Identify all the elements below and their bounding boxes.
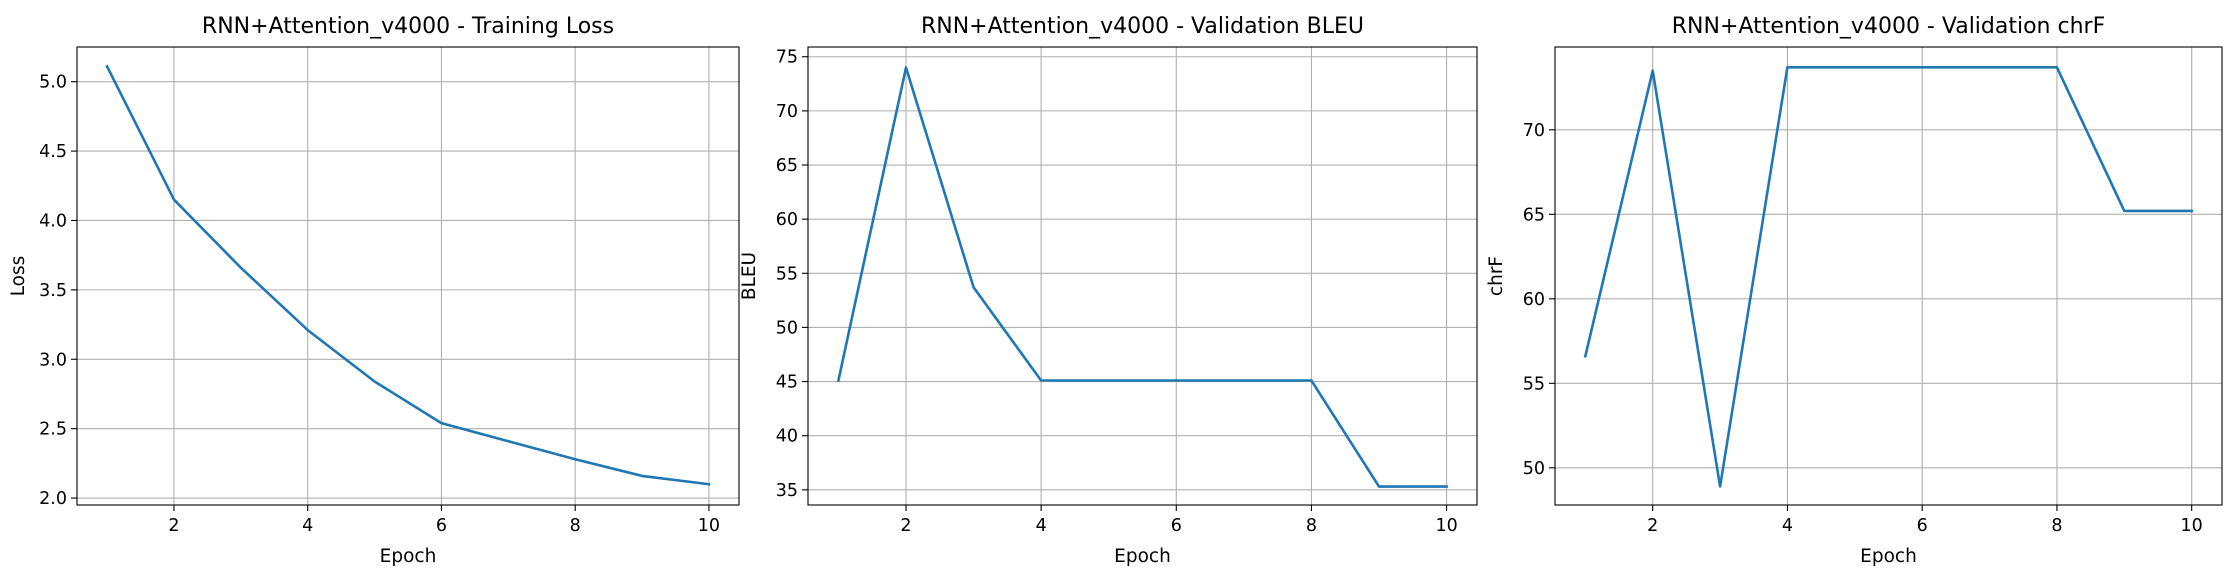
- x-tick-label: 2: [1647, 516, 1658, 536]
- grid: [77, 47, 739, 505]
- y-tick-label: 2.5: [39, 420, 67, 440]
- plot-frame: [76, 46, 740, 506]
- grid: [1555, 47, 2222, 505]
- x-axis-label: Epoch: [1114, 546, 1171, 567]
- y-tick-label: 3.0: [39, 350, 67, 370]
- x-tick-label: 6: [1917, 516, 1928, 536]
- y-tick-label: 55: [776, 264, 798, 284]
- plot-frame: [1554, 46, 2223, 506]
- chart-title: RNN+Attention_v4000 - Validation BLEU: [921, 14, 1364, 39]
- y-tick-label: 50: [1523, 459, 1545, 479]
- y-tick-label: 60: [776, 210, 798, 230]
- y-tick-label: 5.0: [39, 73, 67, 93]
- x-axis-label: Epoch: [1860, 546, 1917, 567]
- x-tick-label: 4: [302, 516, 313, 536]
- x-tick-label: 8: [1306, 516, 1317, 536]
- y-tick-label: 40: [776, 427, 798, 447]
- x-tick-label: 6: [436, 516, 447, 536]
- x-tick-label: 8: [2051, 516, 2062, 536]
- x-tick-label: 10: [698, 516, 720, 536]
- x-tick-label: 10: [1435, 516, 1457, 536]
- y-tick-label: 75: [776, 48, 798, 68]
- y-tick-label: 55: [1523, 374, 1545, 394]
- chart-title: RNN+Attention_v4000 - Training Loss: [202, 14, 614, 39]
- y-axis-label: Loss: [8, 256, 29, 297]
- y-tick-label: 65: [776, 156, 798, 176]
- x-tick-label: 2: [900, 516, 911, 536]
- y-tick-label: 4.0: [39, 211, 67, 231]
- y-tick-label: 4.5: [39, 142, 67, 162]
- x-tick-label: 6: [1171, 516, 1182, 536]
- x-axis-label: Epoch: [380, 546, 437, 567]
- y-tick-label: 3.5: [39, 281, 67, 301]
- x-tick-label: 8: [570, 516, 581, 536]
- y-tick-label: 65: [1523, 205, 1545, 225]
- x-tick-label: 4: [1036, 516, 1047, 536]
- series-line: [1583, 66, 2193, 488]
- chart-title: RNN+Attention_v4000 - Validation chrF: [1672, 14, 2105, 39]
- grid: [808, 47, 1477, 505]
- y-tick-label: 35: [776, 481, 798, 501]
- y-tick-label: 45: [776, 373, 798, 393]
- y-tick-label: 2.0: [39, 489, 67, 509]
- chrf-chart-panel: RNN+Attention_v4000 - Validation chrF Ep…: [1486, 14, 2223, 567]
- x-tick-label: 2: [168, 516, 179, 536]
- loss-chart-panel: RNN+Attention_v4000 - Training Loss Epoc…: [8, 14, 740, 567]
- series-line: [836, 66, 1448, 488]
- x-tick-label: 4: [1782, 516, 1793, 536]
- y-axis-label: chrF: [1486, 256, 1507, 296]
- y-tick-label: 60: [1523, 290, 1545, 310]
- y-tick-label: 50: [776, 318, 798, 338]
- series-line: [105, 64, 711, 486]
- y-tick-label: 70: [1523, 121, 1545, 141]
- bleu-chart-panel: RNN+Attention_v4000 - Validation BLEU Ep…: [739, 14, 1478, 567]
- plot-frame: [807, 46, 1478, 506]
- y-tick-label: 70: [776, 102, 798, 122]
- x-tick-label: 10: [2181, 516, 2203, 536]
- y-axis-label: BLEU: [739, 252, 760, 300]
